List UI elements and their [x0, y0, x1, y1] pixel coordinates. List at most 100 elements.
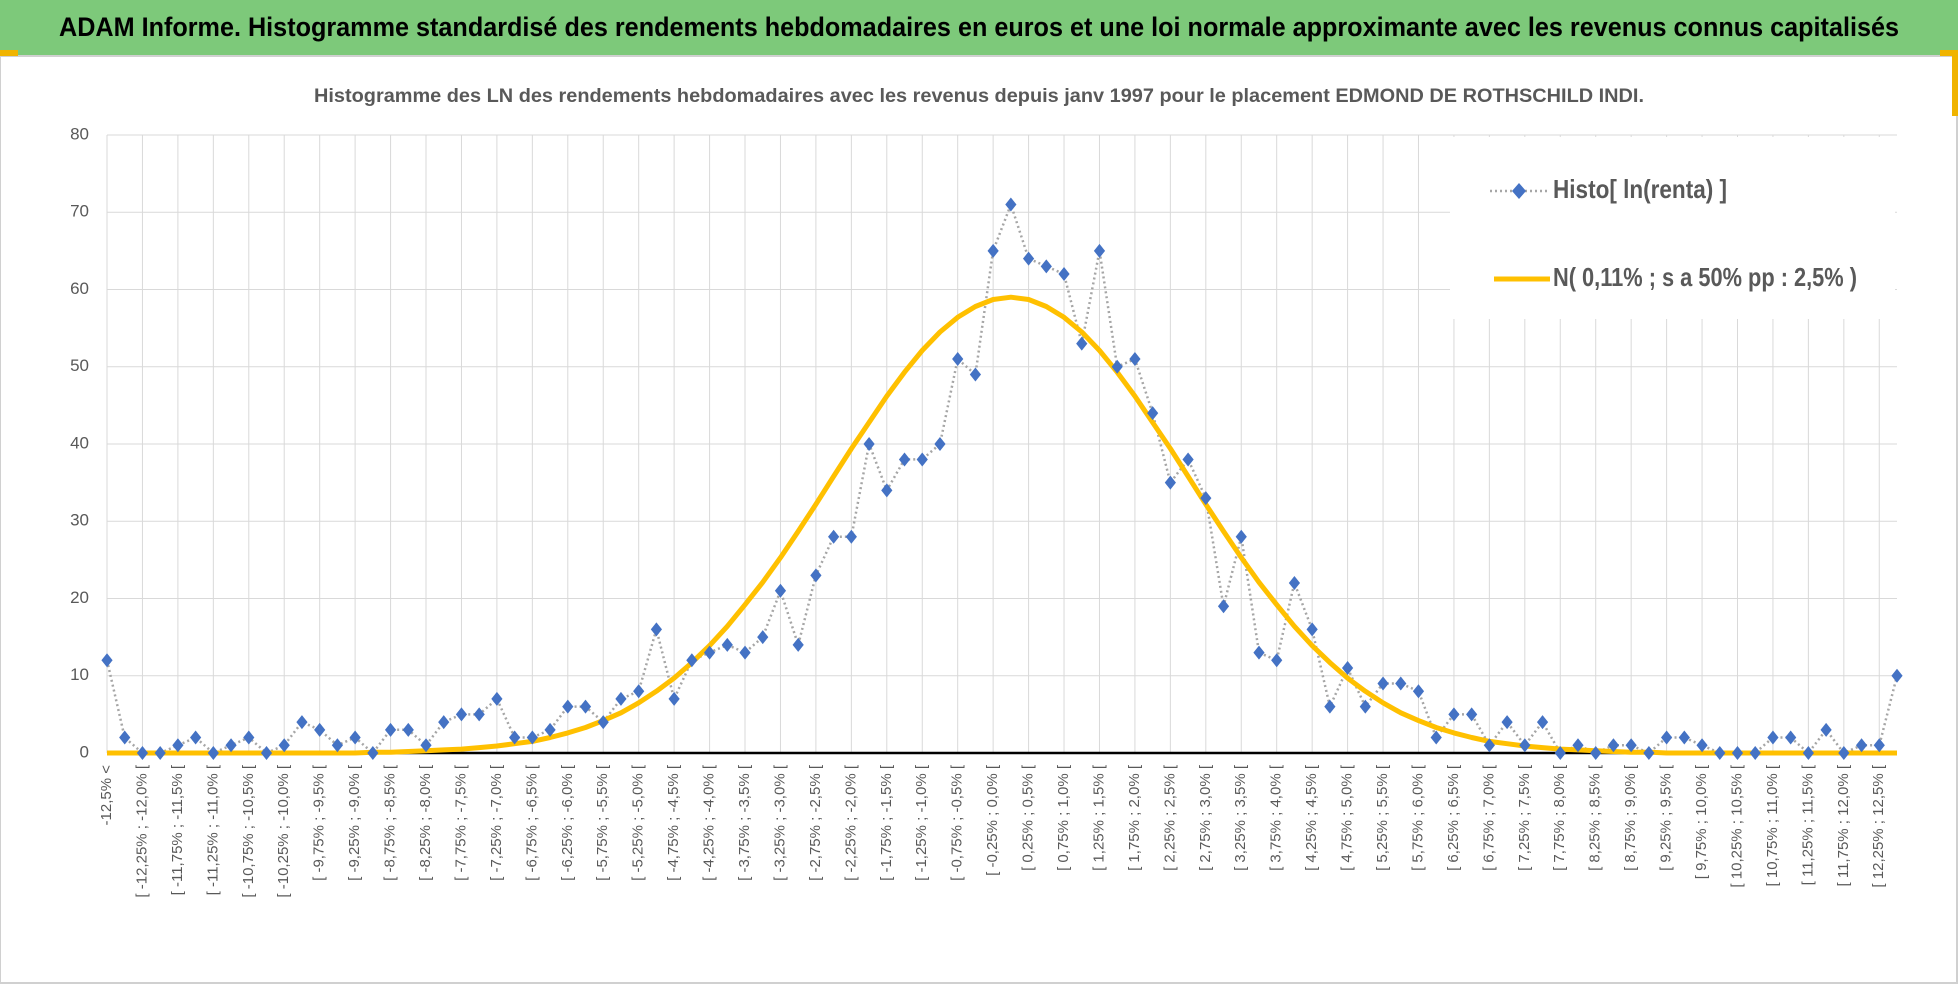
histogram-marker [1395, 676, 1407, 691]
histogram-marker [473, 707, 485, 722]
x-tick-label: [ -6,75% ; -6,5% [ [523, 764, 540, 881]
x-tick-label: [ -7,75% ; -7,5% [ [452, 764, 469, 881]
y-tick-label: 80 [70, 124, 89, 143]
histogram-marker [1377, 676, 1389, 691]
histogram-marker [1359, 699, 1371, 714]
histogram-marker [136, 746, 149, 760]
histogram-marker [1625, 738, 1637, 753]
histogram-marker [703, 645, 716, 660]
x-tick-label: [ 0,75% ; 1,0% [ [1055, 764, 1072, 871]
histogram-marker [260, 746, 273, 760]
histogram-marker [810, 568, 822, 583]
x-tick-label: [ 7,75% ; 8,0% [ [1551, 764, 1568, 871]
histogram-marker [243, 730, 255, 745]
histogram-marker [1412, 684, 1425, 699]
x-tick-label: [ -10,75% ; -10,5% [ [240, 764, 257, 897]
histogram-marker [1217, 599, 1230, 614]
x-tick-label: [ 1,25% ; 1,5% [ [1090, 764, 1107, 871]
plot [101, 197, 1903, 760]
x-tick-label: [ 8,75% ; 9,0% [ [1622, 764, 1639, 871]
histogram-marker [1873, 738, 1885, 753]
histogram-marker [881, 483, 893, 498]
x-tick-label: [ -3,75% ; -3,5% [ [736, 764, 753, 881]
x-tick-label: [ -5,25% ; -5,0% [ [630, 764, 647, 881]
x-tick-label: [ 4,25% ; 4,5% [ [1303, 764, 1320, 871]
legend: Histo[ ln(renta) ] N( 0,11% ; s a 50% pp … [1450, 137, 1895, 319]
histogram-marker [579, 699, 592, 714]
x-tick-label: [ 11,75% ; 12,0% [ [1835, 764, 1852, 886]
corner-mark [0, 50, 18, 56]
histogram-marker [1182, 452, 1194, 467]
legend-label: N( 0,11% ; s a 50% pp : 2,5% ) [1553, 262, 1857, 292]
histogram-marker [1714, 746, 1726, 760]
histogram-marker [349, 730, 361, 745]
histogram-marker [650, 622, 663, 637]
histogram-marker [1253, 645, 1265, 660]
histogram-marker [1696, 738, 1708, 753]
histogram-marker [1430, 730, 1442, 745]
histogram-marker [739, 645, 751, 660]
histogram-marker [1519, 738, 1531, 753]
y-tick-label: 70 [70, 202, 89, 221]
y-tick-label: 40 [70, 433, 89, 452]
x-tick-label: [ 5,25% ; 5,5% [ [1374, 764, 1391, 871]
histogram-marker [1448, 707, 1460, 722]
histogram-marker [562, 699, 574, 714]
histogram-marker [757, 630, 769, 645]
x-tick-label: [ 10,25% ; 10,5% [ [1728, 764, 1745, 887]
histogram-marker [1341, 661, 1354, 676]
histogram-marker [1129, 352, 1141, 367]
legend-label: Histo[ ln(renta) ] [1553, 174, 1727, 204]
x-tick-label: [ -8,25% ; -8,0% [ [417, 764, 434, 881]
histogram-marker [1324, 699, 1336, 714]
histogram-marker [101, 653, 113, 668]
x-tick-label: [ -3,25% ; -3,0% [ [771, 764, 788, 881]
histogram-marker [1838, 746, 1850, 760]
histogram-marker [934, 437, 946, 451]
histogram-marker [1891, 668, 1903, 683]
histogram-marker [278, 738, 290, 753]
x-tick-label: [ -12,25% ; -12,0% [ [133, 764, 150, 897]
x-tick-label: [ -0,25% ; 0,0% [ [984, 764, 1001, 876]
x-tick-label: [ 9,75% ; 10,0% [ [1693, 764, 1710, 879]
histogram-marker [1767, 730, 1779, 745]
histogram-marker [721, 637, 733, 652]
x-tick-label: [ -9,75% ; -9,5% [ [311, 764, 328, 881]
y-tick-label: 50 [70, 356, 89, 375]
histogram-marker [384, 722, 397, 737]
histogram-marker [172, 738, 184, 753]
histogram-marker [455, 707, 468, 722]
histogram-marker [916, 452, 928, 467]
x-tick-label: [ -5,75% ; -5,5% [ [594, 764, 611, 881]
histogram-marker [1501, 715, 1513, 730]
histogram-marker [438, 715, 450, 730]
histogram-marker [863, 437, 875, 451]
x-tick-label: [ 4,75% ; 5,0% [ [1339, 764, 1356, 871]
histogram-marker [1076, 336, 1088, 351]
histogram-marker [898, 452, 911, 467]
x-tick-label: [ 1,75% ; 2,0% [ [1126, 764, 1143, 871]
x-tick-label: [ 2,75% ; 3,0% [ [1197, 764, 1214, 871]
histogram-marker [1466, 707, 1478, 722]
x-tick-label: [ -11,75% ; -11,5% [ [169, 764, 186, 895]
header-bar [0, 0, 1958, 56]
x-tick-label: [ 10,75% ; 11,0% [ [1764, 764, 1781, 886]
histogram-marker [1111, 359, 1123, 374]
histogram-marker [1731, 746, 1744, 760]
histogram-marker [1749, 746, 1761, 760]
legend-swatch [1512, 183, 1526, 199]
histogram-marker [686, 653, 698, 668]
histogram-marker [1661, 730, 1673, 745]
histogram-marker [1820, 722, 1832, 737]
histogram-marker [119, 730, 131, 745]
page-title: ADAM Informe. Histogramme standardisé de… [59, 12, 1899, 42]
histogram-marker [367, 746, 379, 760]
y-tick-label: 60 [70, 279, 89, 298]
histogram-marker [1058, 267, 1070, 282]
histogram-marker [509, 730, 521, 745]
histogram-marker [544, 722, 556, 737]
x-tick-label: [ 5,75% ; 6,0% [ [1409, 764, 1426, 871]
histogram-marker [1802, 746, 1814, 760]
histogram-marker [1678, 730, 1690, 745]
